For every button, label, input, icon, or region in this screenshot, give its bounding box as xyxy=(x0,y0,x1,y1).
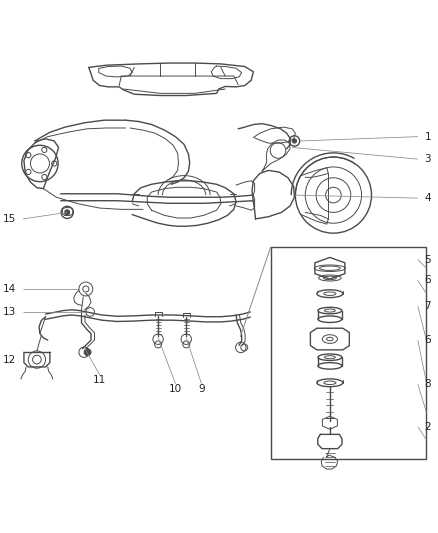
Text: 5: 5 xyxy=(424,255,431,264)
Text: 15: 15 xyxy=(4,214,17,224)
Text: 8: 8 xyxy=(424,379,431,389)
Text: 11: 11 xyxy=(93,375,106,385)
Circle shape xyxy=(84,349,91,356)
Text: 9: 9 xyxy=(198,384,205,393)
Text: 14: 14 xyxy=(4,284,17,294)
Text: 13: 13 xyxy=(4,307,17,317)
Text: 6: 6 xyxy=(424,276,431,285)
Text: 6: 6 xyxy=(424,335,431,345)
Text: 10: 10 xyxy=(169,384,182,393)
Bar xyxy=(271,247,427,459)
Text: 2: 2 xyxy=(424,422,431,432)
Text: 3: 3 xyxy=(424,154,431,164)
Text: 4: 4 xyxy=(424,193,431,203)
Circle shape xyxy=(65,210,70,215)
Text: 1: 1 xyxy=(424,132,431,142)
Text: 7: 7 xyxy=(424,301,431,311)
Circle shape xyxy=(292,139,297,143)
Text: 12: 12 xyxy=(4,354,17,365)
